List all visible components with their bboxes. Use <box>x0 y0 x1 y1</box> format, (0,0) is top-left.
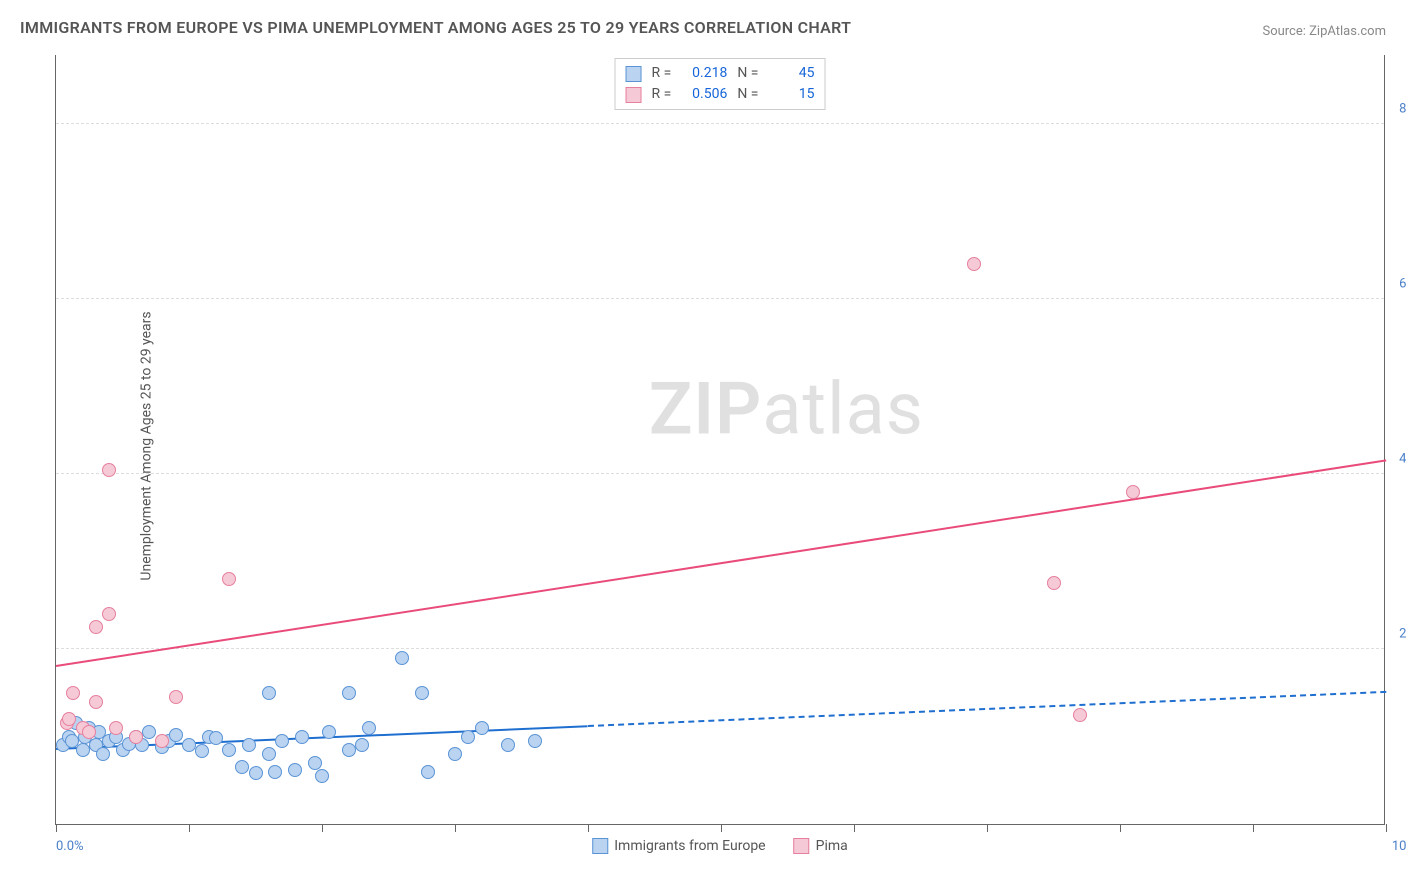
data-point-pima <box>155 734 169 748</box>
x-tick <box>322 824 323 832</box>
data-point-europe <box>142 725 156 739</box>
legend-label-europe: Immigrants from Europe <box>614 838 765 854</box>
data-point-pima <box>109 721 123 735</box>
correlation-legend: R = 0.218 N = 45 R = 0.506 N = 15 <box>615 58 826 110</box>
gridline <box>56 123 1384 124</box>
data-point-pima <box>1073 708 1087 722</box>
gridline <box>56 298 1384 299</box>
data-point-pima <box>102 463 116 477</box>
x-axis-min-label: 0.0% <box>56 839 84 854</box>
chart-source: Source: ZipAtlas.com <box>1262 24 1386 39</box>
gridline <box>56 648 1384 649</box>
r-value-pima: 0.506 <box>681 84 727 105</box>
data-point-europe <box>249 766 263 780</box>
data-point-pima <box>89 695 103 709</box>
x-tick <box>189 824 190 832</box>
swatch-pima <box>626 87 642 103</box>
data-point-pima <box>169 690 183 704</box>
y-tick-label: 60.0% <box>1399 277 1406 292</box>
y-tick-label: 20.0% <box>1399 627 1406 642</box>
data-point-europe <box>461 730 475 744</box>
data-point-europe <box>182 738 196 752</box>
data-point-europe <box>342 686 356 700</box>
x-tick <box>987 824 988 832</box>
legend-swatch-europe <box>592 838 608 854</box>
gridline <box>56 473 1384 474</box>
data-point-europe <box>342 743 356 757</box>
series-legend: Immigrants from Europe Pima <box>592 838 848 854</box>
n-label: N = <box>737 84 758 105</box>
data-point-europe <box>501 738 515 752</box>
x-tick <box>721 824 722 832</box>
watermark-zip: ZIP <box>649 366 762 451</box>
data-point-europe <box>528 734 542 748</box>
data-point-pima <box>89 620 103 634</box>
data-point-pima <box>66 686 80 700</box>
r-label: R = <box>652 63 672 84</box>
x-tick <box>56 824 57 832</box>
watermark: ZIPatlas <box>649 366 924 451</box>
data-point-europe <box>295 730 309 744</box>
x-axis-max-label: 100.0% <box>1392 839 1406 854</box>
data-point-europe <box>315 769 329 783</box>
legend-label-pima: Pima <box>816 838 848 854</box>
x-tick <box>1120 824 1121 832</box>
plot-area: ZIPatlas R = 0.218 N = 45 R = 0.506 N = … <box>55 55 1385 825</box>
data-point-europe <box>262 686 276 700</box>
data-point-europe <box>169 728 183 742</box>
data-point-europe <box>209 731 223 745</box>
data-point-europe <box>448 747 462 761</box>
data-point-europe <box>395 651 409 665</box>
data-point-europe <box>421 765 435 779</box>
data-point-europe <box>308 756 322 770</box>
data-point-pima <box>1047 576 1061 590</box>
data-point-europe <box>275 734 289 748</box>
x-tick <box>455 824 456 832</box>
r-row-pima: R = 0.506 N = 15 <box>626 84 815 105</box>
legend-item-europe: Immigrants from Europe <box>592 838 765 854</box>
data-point-pima <box>1126 485 1140 499</box>
x-tick <box>854 824 855 832</box>
data-point-europe <box>288 763 302 777</box>
data-point-pima <box>129 730 143 744</box>
trend-line-solid <box>56 459 1386 667</box>
n-value-europe: 45 <box>768 63 814 84</box>
legend-item-pima: Pima <box>794 838 848 854</box>
data-point-europe <box>268 765 282 779</box>
chart-title: IMMIGRANTS FROM EUROPE VS PIMA UNEMPLOYM… <box>20 18 851 37</box>
trend-line-dashed <box>588 691 1386 727</box>
r-label: R = <box>652 84 672 105</box>
x-tick <box>588 824 589 832</box>
r-value-europe: 0.218 <box>681 63 727 84</box>
x-tick <box>1253 824 1254 832</box>
data-point-europe <box>262 747 276 761</box>
data-point-europe <box>96 747 110 761</box>
data-point-pima <box>967 257 981 271</box>
data-point-europe <box>222 743 236 757</box>
x-tick <box>1386 824 1387 832</box>
swatch-europe <box>626 66 642 82</box>
y-tick-label: 40.0% <box>1399 452 1406 467</box>
data-point-pima <box>102 607 116 621</box>
legend-swatch-pima <box>794 838 810 854</box>
data-point-pima <box>62 712 76 726</box>
data-point-europe <box>362 721 376 735</box>
data-point-pima <box>222 572 236 586</box>
y-tick-label: 80.0% <box>1399 102 1406 117</box>
n-label: N = <box>737 63 758 84</box>
data-point-europe <box>76 743 90 757</box>
data-point-pima <box>82 725 96 739</box>
data-point-europe <box>322 725 336 739</box>
data-point-europe <box>235 760 249 774</box>
data-point-europe <box>415 686 429 700</box>
n-value-pima: 15 <box>768 84 814 105</box>
data-point-europe <box>475 721 489 735</box>
r-row-europe: R = 0.218 N = 45 <box>626 63 815 84</box>
data-point-europe <box>242 738 256 752</box>
data-point-europe <box>195 744 209 758</box>
watermark-atlas: atlas <box>762 366 924 451</box>
data-point-europe <box>355 738 369 752</box>
